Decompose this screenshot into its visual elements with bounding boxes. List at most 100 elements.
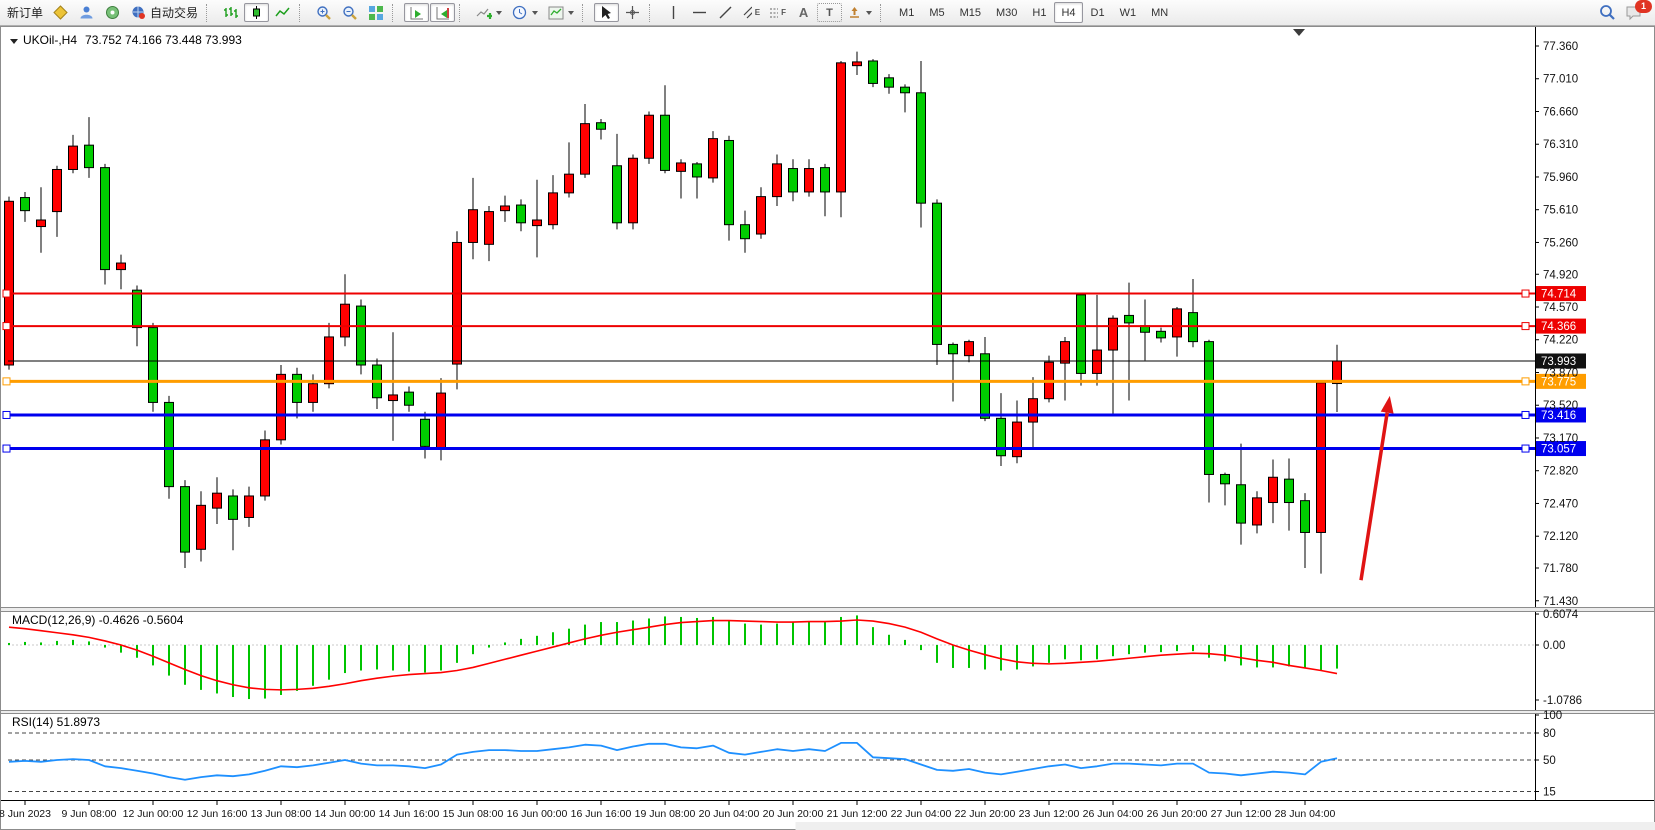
timeframe-h1-button[interactable]: H1 bbox=[1025, 2, 1053, 23]
toolbar-separator bbox=[392, 3, 399, 22]
date-axis-tick: 14 Jun 00:00 bbox=[315, 808, 376, 820]
date-axis-tick: 23 Jun 12:00 bbox=[1019, 808, 1080, 820]
label-tool-icon[interactable]: T bbox=[817, 3, 843, 22]
text-tool-icon[interactable]: A bbox=[791, 3, 816, 22]
candlestick-mode-icon[interactable] bbox=[244, 3, 270, 22]
vertical-line-tool-icon[interactable] bbox=[661, 3, 686, 22]
candle bbox=[36, 187, 46, 253]
auto-scroll-icon[interactable] bbox=[404, 3, 430, 22]
support-line-73057[interactable]: 73.057 bbox=[2, 441, 1586, 457]
macd-axis-tick: 0.00 bbox=[1543, 640, 1565, 652]
candle bbox=[660, 85, 670, 174]
rsi-line bbox=[8, 742, 1338, 781]
current-price-line[interactable]: 73.993 bbox=[8, 353, 1586, 369]
candle bbox=[1220, 472, 1230, 506]
profile-icon[interactable] bbox=[74, 3, 99, 22]
notifications-button[interactable]: 1 bbox=[1621, 0, 1652, 22]
timeframe-m15-button[interactable]: M15 bbox=[953, 2, 988, 23]
rsi-axis-tick: 50 bbox=[1543, 755, 1556, 767]
channel-tool-icon[interactable]: E bbox=[739, 3, 764, 22]
chevron-down-icon bbox=[532, 10, 539, 15]
line-chart-mode-icon[interactable] bbox=[270, 3, 295, 22]
date-axis-tick: 22 Jun 04:00 bbox=[891, 808, 952, 820]
timeframe-d1-button[interactable]: D1 bbox=[1084, 2, 1112, 23]
candle bbox=[516, 199, 526, 232]
date-axis-tick: 9 Jun 08:00 bbox=[62, 808, 117, 820]
chart-shift-marker bbox=[1293, 29, 1305, 36]
candle bbox=[708, 131, 718, 183]
candle bbox=[1172, 307, 1182, 357]
candle bbox=[84, 117, 94, 178]
candle bbox=[116, 254, 126, 290]
template-icon bbox=[547, 4, 564, 21]
candle bbox=[52, 165, 62, 237]
add-indicator-icon bbox=[475, 4, 492, 21]
arrow-annotation[interactable] bbox=[1359, 395, 1394, 581]
candle bbox=[948, 342, 958, 402]
price-axis-tick: 71.780 bbox=[1543, 563, 1578, 575]
search-icon[interactable] bbox=[1595, 3, 1620, 22]
resistance-line-74714[interactable]: 74.714 bbox=[2, 286, 1586, 302]
candle bbox=[500, 195, 510, 222]
price-line-label: 73.057 bbox=[1541, 444, 1576, 456]
rsi-axis-tick: 80 bbox=[1543, 728, 1556, 740]
cursor-tool-icon[interactable] bbox=[594, 3, 620, 22]
timeframe-h4-button[interactable]: H4 bbox=[1054, 2, 1083, 23]
new-order-button[interactable]: 新订单 bbox=[3, 2, 47, 23]
tile-windows-icon[interactable] bbox=[363, 3, 388, 22]
horizontal-line-tool-icon[interactable] bbox=[687, 3, 712, 22]
candle bbox=[1044, 355, 1054, 403]
candle bbox=[804, 159, 814, 197]
toolbar-separator bbox=[299, 3, 306, 22]
price-axis-tick: 71.430 bbox=[1543, 596, 1578, 608]
zoom-in-icon[interactable] bbox=[311, 3, 336, 22]
chart-shift-icon[interactable] bbox=[430, 3, 456, 22]
indicators-button[interactable] bbox=[471, 1, 506, 24]
date-axis-tick: 15 Jun 08:00 bbox=[443, 808, 504, 820]
auto-trading-button[interactable]: 自动交易 bbox=[126, 2, 202, 23]
pivot-line-73775[interactable]: 73.775 bbox=[2, 373, 1586, 389]
fibonacci-tool-icon[interactable]: F bbox=[765, 3, 790, 22]
candle bbox=[420, 411, 430, 459]
candle bbox=[916, 60, 926, 228]
candle bbox=[180, 480, 190, 569]
candle bbox=[1188, 278, 1198, 348]
resistance-line-74366[interactable]: 74.366 bbox=[2, 318, 1586, 334]
chart-window: 74.714 74.366 73.993 73.775 73.416 73.057 77.3… bbox=[0, 26, 1655, 830]
candle bbox=[132, 285, 142, 347]
support-line-73416[interactable]: 73.416 bbox=[2, 407, 1586, 423]
date-axis-tick: 20 Jun 20:00 bbox=[763, 808, 824, 820]
candle bbox=[548, 175, 558, 230]
candle bbox=[228, 489, 238, 551]
candle bbox=[676, 159, 686, 199]
timeframe-mn-button[interactable]: MN bbox=[1144, 2, 1175, 23]
templates-button[interactable] bbox=[543, 1, 578, 24]
timeframe-m5-button[interactable]: M5 bbox=[922, 2, 951, 23]
trendline-tool-icon[interactable] bbox=[713, 3, 738, 22]
candle bbox=[868, 59, 878, 88]
candle bbox=[100, 163, 110, 285]
candle bbox=[1268, 459, 1278, 524]
bar-chart-mode-icon[interactable] bbox=[218, 3, 243, 22]
candle bbox=[1108, 315, 1118, 416]
auto-trading-icon bbox=[130, 4, 147, 21]
price-axis-tick: 75.960 bbox=[1543, 172, 1578, 184]
new-order-label: 新订单 bbox=[7, 6, 44, 20]
date-axis-tick: 16 Jun 00:00 bbox=[507, 808, 568, 820]
candles-layer bbox=[4, 51, 1342, 574]
candle bbox=[276, 365, 286, 445]
crosshair-tool-icon[interactable] bbox=[620, 3, 645, 22]
candle bbox=[580, 104, 590, 178]
timeframe-m1-button[interactable]: M1 bbox=[892, 2, 921, 23]
signal-icon[interactable] bbox=[100, 3, 125, 22]
candle bbox=[932, 199, 942, 366]
gold-bars-icon[interactable] bbox=[48, 3, 73, 22]
arrows-tool-button[interactable] bbox=[843, 1, 876, 24]
candle bbox=[212, 477, 222, 525]
auto-trading-label: 自动交易 bbox=[150, 6, 199, 20]
timeframe-m30-button[interactable]: M30 bbox=[989, 2, 1024, 23]
zoom-out-icon[interactable] bbox=[337, 3, 362, 22]
candle bbox=[692, 162, 702, 199]
timeframe-w1-button[interactable]: W1 bbox=[1113, 2, 1144, 23]
periods-button[interactable] bbox=[507, 1, 542, 24]
